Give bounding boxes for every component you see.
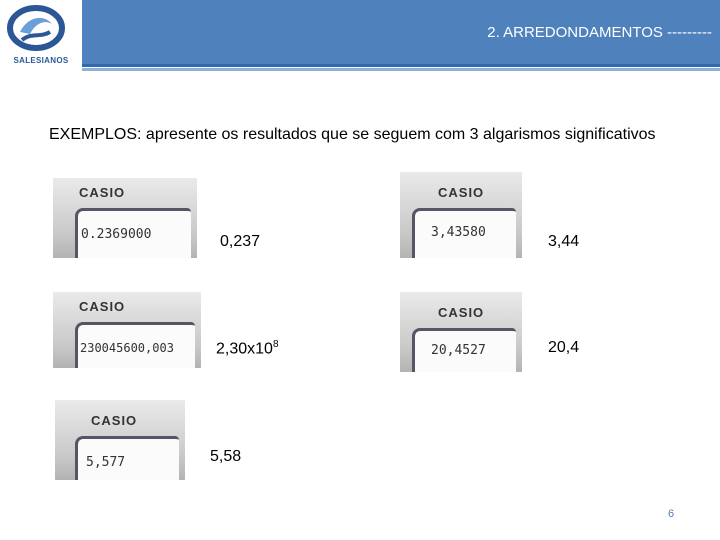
result-mantissa: 2,30x10 bbox=[216, 340, 273, 358]
casio-brand: CASIO bbox=[79, 299, 126, 314]
calculator-readout: 3,43580 bbox=[431, 225, 486, 240]
calculator-readout: 20,4527 bbox=[431, 343, 486, 358]
result-exponent: 8 bbox=[272, 339, 279, 350]
header-band bbox=[0, 0, 720, 64]
calculator-display-5: CASIO 5,577 bbox=[55, 400, 185, 480]
casio-brand: CASIO bbox=[438, 305, 485, 320]
result-value: 3,44 bbox=[548, 233, 580, 250]
calculator-display-2: CASIO 3,43580 bbox=[400, 172, 522, 258]
page-number: 6 bbox=[668, 508, 675, 520]
casio-brand: CASIO bbox=[91, 413, 138, 428]
result-value: 20,4 bbox=[548, 339, 580, 356]
calculator-readout: 230045600,003 bbox=[80, 341, 174, 355]
calculator-readout: 5,577 bbox=[86, 455, 126, 470]
calculator-display-4: CASIO 20,4527 bbox=[400, 292, 522, 372]
calculator-readout: 0.2369000 bbox=[81, 227, 152, 242]
page-title: 2. ARREDONDAMENTOS --------- bbox=[487, 24, 712, 41]
header-underline-light bbox=[0, 68, 720, 71]
result-value: 0,237 bbox=[220, 233, 261, 250]
logo: SALESIANOS bbox=[0, 0, 82, 78]
salesianos-logo-icon bbox=[7, 5, 65, 51]
casio-brand: CASIO bbox=[79, 185, 126, 200]
header-underline bbox=[0, 64, 720, 67]
result-value: 5,58 bbox=[210, 448, 242, 465]
instruction-text: EXEMPLOS: apresente os resultados que se… bbox=[49, 126, 656, 143]
calculator-display-3: CASIO 230045600,003 bbox=[53, 292, 201, 368]
calculator-display-1: CASIO 0.2369000 bbox=[53, 178, 197, 258]
result-value: 2,30x108 bbox=[216, 339, 279, 358]
casio-brand: CASIO bbox=[438, 185, 485, 200]
logo-text: SALESIANOS bbox=[13, 56, 69, 65]
